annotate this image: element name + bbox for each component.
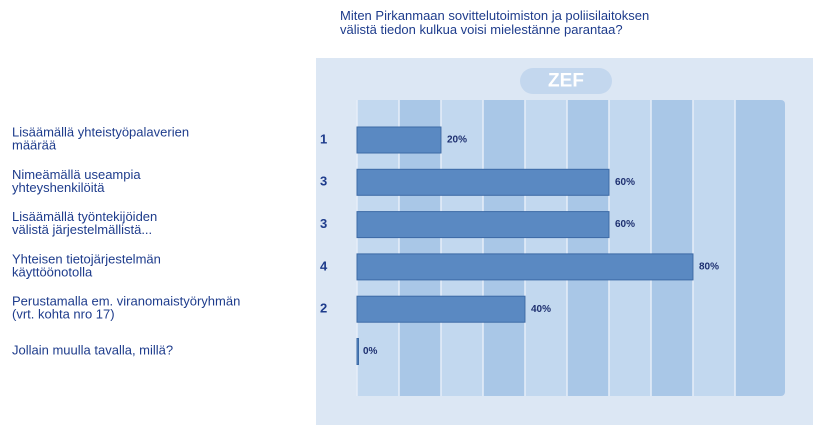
category-label: Lisäämällä työntekijöiden välistä järjest… xyxy=(12,210,157,238)
grid-column xyxy=(567,100,609,396)
value-label: 60% xyxy=(615,219,635,230)
count-label: 1 xyxy=(320,131,327,146)
grid-column xyxy=(735,100,777,396)
category-label: Perustamalla em. viranomaistyöryhmän (vrt… xyxy=(12,294,240,322)
grid-column xyxy=(525,100,567,396)
grid-column xyxy=(693,100,735,396)
value-label: 40% xyxy=(531,304,551,315)
count-label: 3 xyxy=(320,216,327,231)
grid-column xyxy=(483,100,525,396)
bar xyxy=(356,253,694,281)
count-label: 4 xyxy=(320,258,328,273)
bar xyxy=(356,338,359,365)
bar xyxy=(356,295,526,323)
category-label: Nimeämällä useampia yhteyshenkilöitä xyxy=(12,167,141,195)
bar xyxy=(356,168,610,196)
grid-column xyxy=(651,100,693,396)
value-label: 80% xyxy=(699,262,719,273)
value-label: 0% xyxy=(363,346,378,357)
chart-title: Miten Pirkanmaan sovittelutoimiston ja p… xyxy=(340,8,649,37)
value-label: 60% xyxy=(615,177,635,188)
category-label: Lisäämällä yhteistyöpalaverien määrää xyxy=(12,125,189,153)
grid-column xyxy=(441,100,483,396)
bar xyxy=(356,126,442,154)
category-label: Jollain muulla tavalla, millä? xyxy=(12,343,173,358)
value-label: 20% xyxy=(447,135,467,146)
logo: ZEF xyxy=(548,71,584,92)
bar xyxy=(356,211,610,239)
grid-column xyxy=(609,100,651,396)
count-label: 2 xyxy=(320,301,327,316)
count-label: 3 xyxy=(320,174,327,189)
category-label: Yhteisen tietojärjestelmän käyttöönotolla xyxy=(12,252,161,280)
logo-badge xyxy=(520,68,612,94)
